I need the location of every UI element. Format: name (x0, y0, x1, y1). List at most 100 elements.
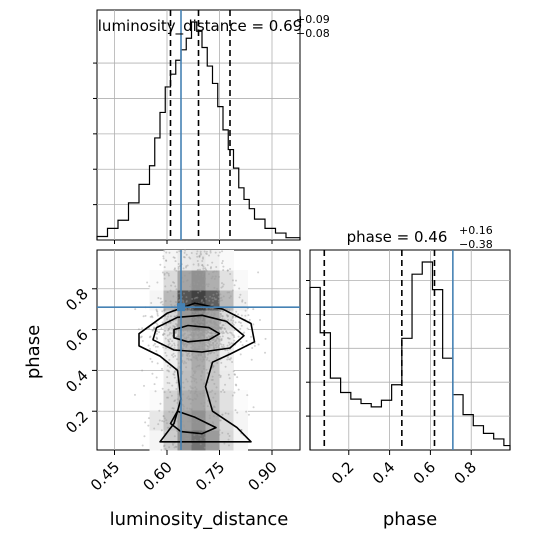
scatter-point (182, 381, 185, 384)
scatter-point (217, 301, 220, 304)
scatter-point (212, 396, 215, 399)
scatter-point (171, 354, 174, 357)
scatter-point (201, 360, 204, 363)
scatter-point (190, 333, 193, 336)
scatter-point (186, 343, 189, 346)
scatter-point (172, 281, 175, 284)
luminosity-distance-title: luminosity_distance = 0.69 (98, 17, 302, 36)
scatter-point (209, 321, 212, 324)
scatter-point (203, 278, 206, 281)
scatter-point (198, 310, 201, 313)
scatter-point (196, 269, 199, 272)
scatter-point (201, 275, 204, 278)
scatter-point (199, 312, 202, 315)
scatter-point (210, 313, 213, 316)
scatter-point (219, 327, 222, 330)
scatter-point (163, 309, 166, 312)
scatter-point (184, 342, 187, 345)
scatter-point (193, 392, 196, 395)
scatter-point (172, 256, 175, 259)
scatter-point (205, 321, 208, 324)
scatter-point (213, 286, 216, 289)
scatter-point (185, 378, 188, 381)
scatter-point (208, 340, 211, 343)
scatter-point (192, 348, 195, 351)
scatter-point (219, 313, 222, 316)
density-cell (149, 410, 164, 431)
scatter-point (166, 364, 169, 367)
scatter-point (195, 381, 198, 384)
scatter-point (195, 272, 198, 275)
ld-tick-label-1: 0.60 (139, 458, 175, 494)
scatter-point (210, 320, 213, 323)
scatter-point (196, 282, 199, 285)
scatter-point (215, 357, 218, 360)
scatter-point (176, 324, 179, 327)
scatter-point (156, 337, 159, 340)
density-cell (205, 430, 220, 451)
scatter-point (188, 342, 191, 345)
scatter-point (182, 443, 185, 446)
scatter-point (214, 400, 217, 403)
scatter-point (183, 256, 186, 259)
scatter-point (199, 334, 202, 337)
scatter-point (212, 271, 215, 274)
scatter-point (153, 327, 156, 330)
scatter-point (167, 315, 170, 318)
scatter-point (201, 348, 204, 351)
scatter-point (204, 277, 207, 280)
scatter-point (165, 271, 168, 274)
scatter-point (199, 443, 202, 446)
scatter-point (191, 367, 194, 370)
scatter-point (190, 252, 193, 255)
scatter-point (229, 295, 232, 298)
scatter-point (209, 352, 212, 355)
scatter-point (215, 298, 218, 301)
scatter-point (199, 332, 202, 335)
scatter-point (203, 335, 206, 338)
scatter-point (188, 256, 191, 259)
scatter-point (229, 273, 232, 276)
scatter-point (155, 309, 158, 312)
scatter-point (199, 286, 202, 289)
density-cell (191, 270, 206, 291)
scatter-point (151, 372, 154, 375)
scatter-point (196, 359, 199, 362)
scatter-point (169, 331, 172, 334)
scatter-point (192, 322, 195, 325)
scatter-point (226, 344, 229, 347)
scatter-point (191, 335, 194, 338)
scatter-point (193, 327, 196, 330)
scatter-point (205, 358, 208, 361)
scatter-point (210, 277, 213, 280)
scatter-point (168, 333, 171, 336)
scatter-point (199, 341, 202, 344)
scatter-point (221, 330, 224, 333)
scatter-point (214, 251, 217, 254)
scatter-point (190, 322, 193, 325)
scatter-point (171, 411, 174, 414)
scatter-point (250, 335, 253, 338)
scatter-point (221, 431, 224, 434)
scatter-point (207, 331, 210, 334)
scatter-point (175, 335, 178, 338)
scatter-point (183, 344, 186, 347)
scatter-point (172, 295, 175, 298)
scatter-point (190, 283, 193, 286)
scatter-point (190, 338, 193, 341)
scatter-point (211, 375, 214, 378)
scatter-point (190, 342, 193, 345)
scatter-point (211, 275, 214, 278)
scatter-point (186, 357, 189, 360)
scatter-point (152, 344, 155, 347)
scatter-point (144, 314, 147, 317)
scatter-point (206, 312, 209, 315)
scatter-point (221, 413, 224, 416)
scatter-point (191, 335, 194, 338)
scatter-point (202, 417, 205, 420)
scatter-point (189, 342, 192, 345)
grid-lines (97, 10, 510, 450)
scatter-point (157, 297, 160, 300)
scatter-point (207, 345, 210, 348)
